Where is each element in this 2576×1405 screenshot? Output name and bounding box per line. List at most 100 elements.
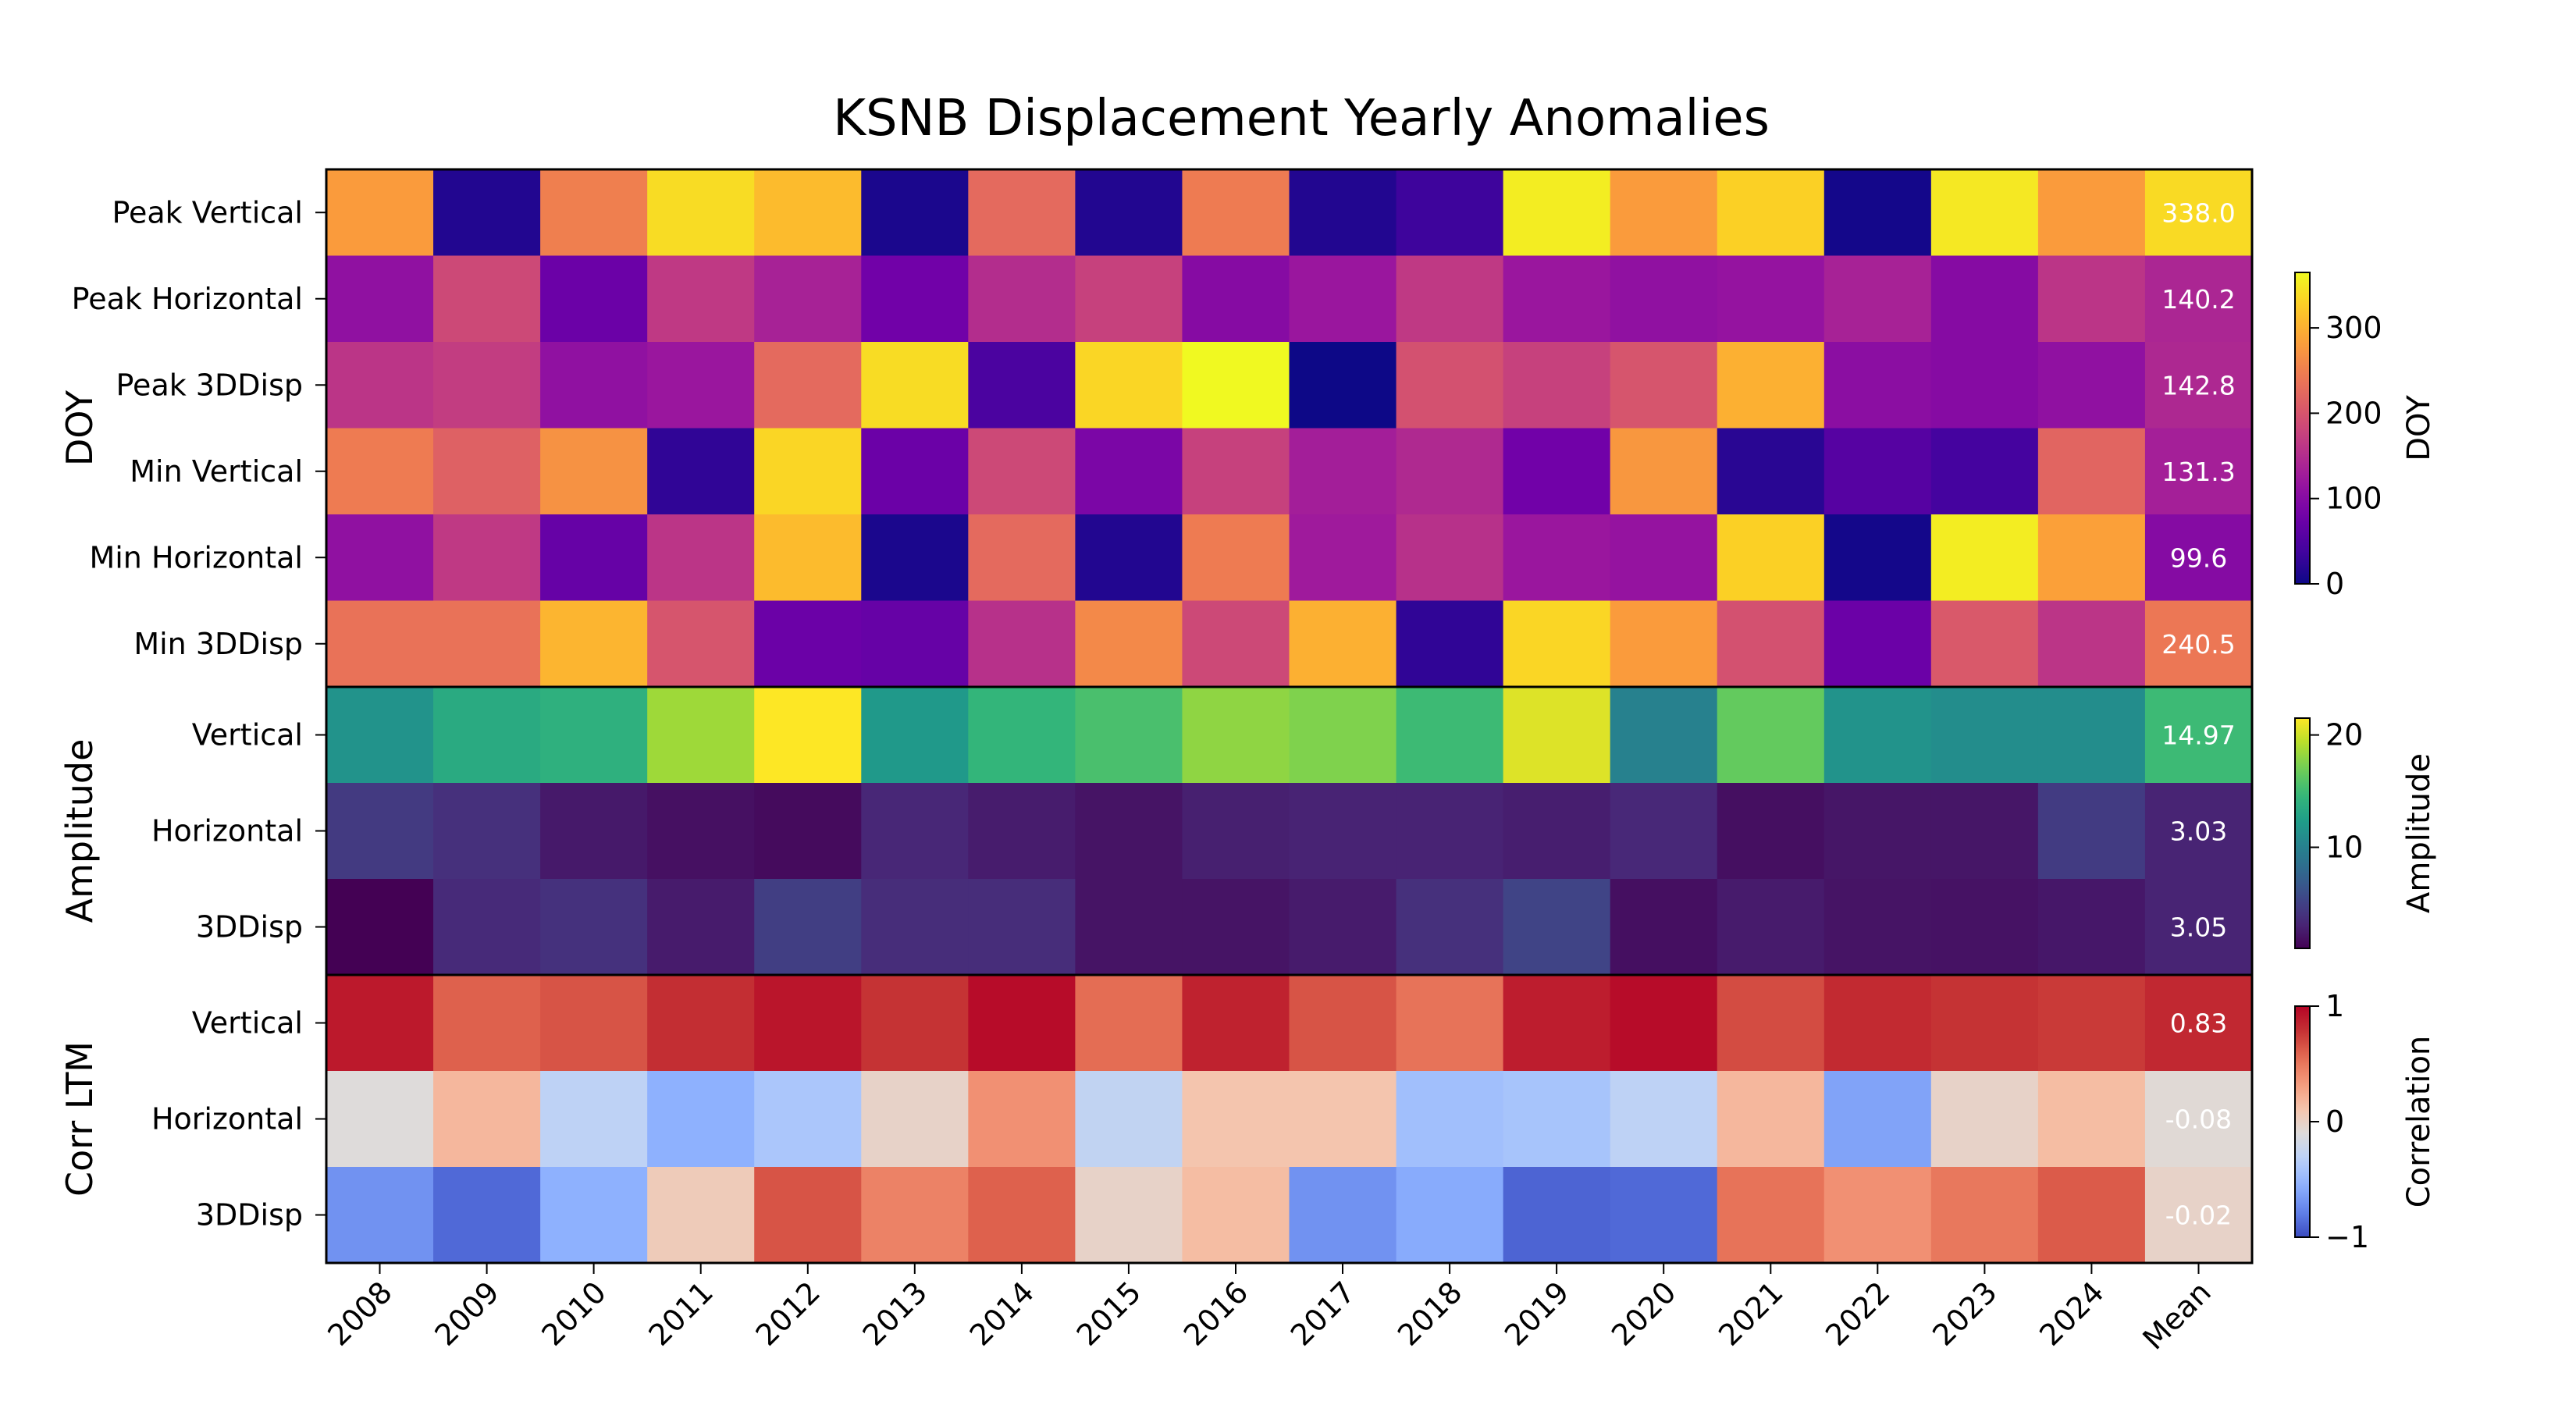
heatmap-cell	[326, 1167, 434, 1264]
heatmap-cell	[1823, 428, 1932, 515]
heatmap-cell	[1823, 255, 1932, 343]
colorbars: 0 100 200 300 DOY 10 20 Amplitude −1 0 1 Correlatio…	[2294, 272, 2437, 1254]
heatmap-cell	[1930, 783, 2039, 880]
heatmap-cell	[433, 975, 541, 1072]
heatmap-cell	[1717, 428, 1825, 515]
heatmap-cell	[540, 1167, 648, 1264]
heatmap-cell	[2037, 1071, 2146, 1168]
heatmap-cell	[2144, 1167, 2253, 1264]
heatmap-cell	[1717, 783, 1825, 880]
heatmap-cell	[647, 783, 755, 880]
heatmap-cell	[540, 687, 648, 784]
heatmap-cell	[1503, 783, 1611, 880]
chart-title: KSNB Displacement Yearly Anomalies	[833, 90, 1770, 148]
colorbar-label: Amplitude	[2401, 753, 2437, 913]
heatmap-cell	[1182, 169, 1290, 257]
x-tick-label: 2019	[1498, 1275, 1576, 1353]
heatmap-cell	[2037, 975, 2146, 1072]
heatmap-cell	[2037, 514, 2146, 602]
heatmap-cell	[433, 255, 541, 343]
heatmap-cell	[1396, 169, 1504, 257]
heatmap-cell	[647, 1167, 755, 1264]
heatmap-cell	[1503, 342, 1611, 429]
heatmap-cell	[2144, 169, 2253, 257]
heatmap-cell	[1610, 169, 1718, 257]
heatmap-cell	[540, 879, 648, 976]
row-label: Min Horizontal	[89, 540, 303, 574]
heatmap-cell	[968, 428, 1076, 515]
heatmap-cell	[647, 514, 755, 602]
heatmap-cell	[1717, 169, 1825, 257]
heatmap-cell	[1503, 975, 1611, 1072]
heatmap-cell	[1182, 1167, 1290, 1264]
heatmap-cell	[540, 255, 648, 343]
heatmap-cell	[540, 514, 648, 602]
heatmap-cell	[2144, 514, 2253, 602]
heatmap-cell	[1075, 975, 1183, 1072]
heatmap-cell	[326, 687, 434, 784]
heatmap-cell	[326, 255, 434, 343]
heatmap-cell	[1396, 255, 1504, 343]
x-tick-label: 2014	[963, 1275, 1041, 1353]
row-label: Peak Vertical	[112, 195, 303, 229]
heatmap-cell	[1289, 169, 1397, 257]
heatmap-cell	[754, 1167, 862, 1264]
heatmap-cell	[1289, 783, 1397, 880]
heatmap-cell	[647, 975, 755, 1072]
heatmap-cell	[1930, 255, 2039, 343]
colorbar-tick-label: 300	[2325, 311, 2382, 345]
heatmap-cell	[433, 1071, 541, 1168]
heatmap-cell	[1289, 514, 1397, 602]
heatmap-cell	[647, 255, 755, 343]
heatmap-cell	[1823, 169, 1932, 257]
heatmap-cell	[968, 600, 1076, 688]
heatmap-cell	[1289, 879, 1397, 976]
heatmap-cell	[968, 342, 1076, 429]
heatmap-cell	[540, 428, 648, 515]
heatmap-cell	[861, 1071, 969, 1168]
heatmap-cell	[754, 879, 862, 976]
heatmap-cell	[326, 1071, 434, 1168]
heatmap-cell	[1930, 169, 2039, 257]
heatmap-cell	[647, 169, 755, 257]
x-tick-label: 2018	[1391, 1275, 1469, 1353]
heatmap-cell	[1182, 879, 1290, 976]
heatmap-cell	[2144, 255, 2253, 343]
heatmap-cell	[1717, 1071, 1825, 1168]
heatmap-cell	[754, 514, 862, 602]
colorbar	[2294, 1005, 2311, 1238]
heatmap-cell	[2037, 169, 2146, 257]
heatmap-cells	[326, 169, 2253, 1264]
heatmap-cell	[433, 514, 541, 602]
heatmap-cell	[326, 514, 434, 602]
heatmap-cell	[647, 600, 755, 688]
heatmap-cell	[861, 169, 969, 257]
heatmap-cell	[1075, 255, 1183, 343]
x-tick-label: 2023	[1926, 1275, 2004, 1353]
heatmap-cell	[1930, 1167, 2039, 1264]
heatmap-cell	[1610, 687, 1718, 784]
heatmap-cell	[754, 687, 862, 784]
heatmap-cell	[1396, 975, 1504, 1072]
x-tick-label: 2024	[2033, 1275, 2111, 1353]
heatmap-cell	[433, 169, 541, 257]
heatmap-cell	[968, 687, 1076, 784]
heatmap-cell	[433, 428, 541, 515]
heatmap-cell	[1823, 514, 1932, 602]
heatmap-cell	[540, 342, 648, 429]
x-axis-ticks: 2008 2009 2010 2011 2012 2013 2014 2015 2016 2017…	[321, 1263, 2218, 1357]
heatmap-cell	[1396, 1167, 1504, 1264]
heatmap-cell	[1075, 514, 1183, 602]
heatmap-cell	[1396, 783, 1504, 880]
heatmap-cell	[647, 342, 755, 429]
heatmap-cell	[433, 1167, 541, 1264]
colorbar-tick-label: 0	[2325, 567, 2344, 601]
heatmap-cell	[1610, 879, 1718, 976]
x-tick-label: 2011	[642, 1275, 720, 1353]
heatmap-cell	[2037, 1167, 2146, 1264]
colorbar-label: DOY	[2401, 395, 2437, 461]
row-label: Peak 3DDisp	[116, 368, 304, 402]
heatmap-cell	[1182, 975, 1290, 1072]
mean-value-label: 14.97	[2161, 720, 2235, 751]
heatmap-cell	[1503, 255, 1611, 343]
